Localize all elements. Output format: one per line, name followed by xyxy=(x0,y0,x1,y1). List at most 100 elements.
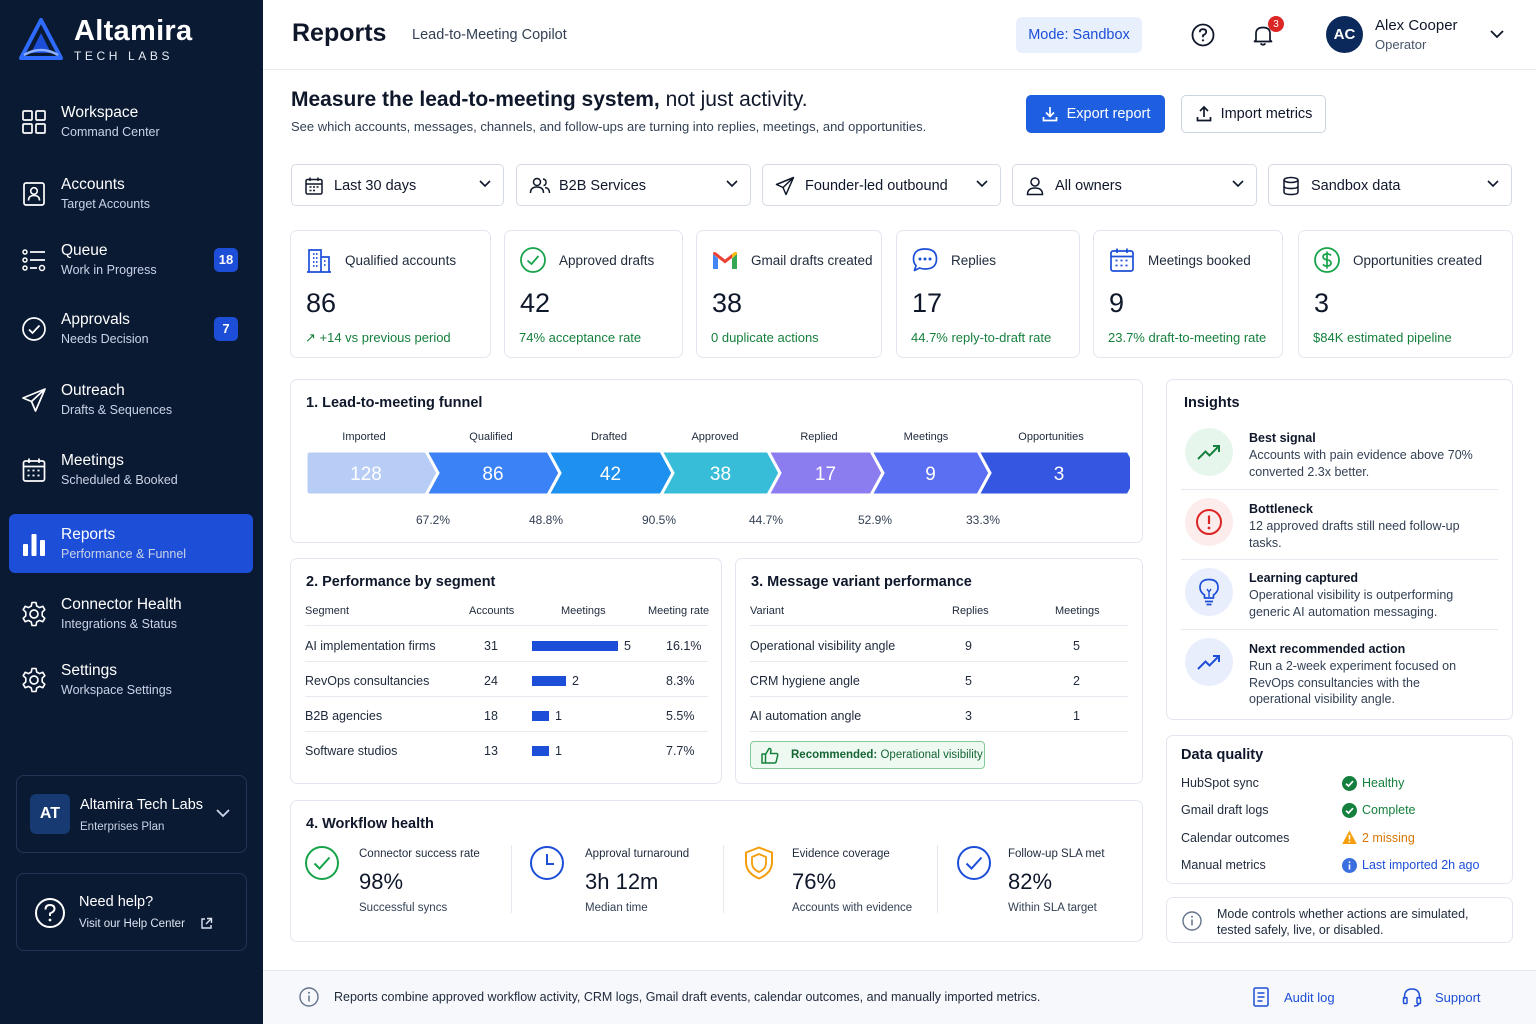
segment-name: B2B agencies xyxy=(305,709,383,723)
variant-replies: 9 xyxy=(965,639,972,653)
segment-panel: 2. Performance by segment xyxy=(290,558,722,784)
variant-name: CRM hygiene angle xyxy=(750,674,860,688)
dq-value: Healthy xyxy=(1362,776,1405,790)
filter-date-range[interactable]: Last 30 days xyxy=(291,164,504,206)
kpi-gmail-drafts[interactable]: Gmail drafts created 38 0 duplicate acti… xyxy=(696,230,882,358)
chevron-down-icon xyxy=(1487,180,1499,188)
page-title: Reports xyxy=(292,19,387,47)
sidebar-item-label: Approvals xyxy=(61,310,130,328)
chevron-down-icon[interactable] xyxy=(216,809,230,818)
help-title: Need help? xyxy=(79,894,154,910)
help-circle-icon xyxy=(35,898,65,928)
user-name: Alex Cooper xyxy=(1375,17,1458,34)
divider xyxy=(511,845,512,913)
chevron-down-icon xyxy=(479,180,491,188)
audit-log-link[interactable]: Audit log xyxy=(1284,990,1335,1005)
meetings-bar xyxy=(532,711,549,721)
hero-subtitle: See which accounts, messages, channels, … xyxy=(291,119,927,134)
chevron-down-icon[interactable] xyxy=(1490,30,1504,39)
help-card[interactable]: Need help? Visit our Help Center xyxy=(16,873,247,951)
brand-name: Altamira xyxy=(74,15,193,47)
import-metrics-button[interactable]: Import metrics xyxy=(1181,95,1326,133)
kpi-value: 3 xyxy=(1314,288,1330,318)
dq-value[interactable]: Last imported 2h ago xyxy=(1362,858,1480,872)
workflow-label: Approval turnaround xyxy=(585,848,690,860)
dq-value: 2 missing xyxy=(1362,831,1415,845)
sidebar-item-reports[interactable]: Reports Performance & Funnel xyxy=(9,514,253,573)
info-icon xyxy=(299,987,319,1007)
filter-segment[interactable]: B2B Services xyxy=(516,164,751,206)
sidebar-item-accounts[interactable]: Accounts Target Accounts xyxy=(9,164,253,223)
kpi-approved-drafts[interactable]: Approved drafts 42 74% acceptance rate xyxy=(504,230,683,358)
sidebar-item-label: Accounts xyxy=(61,175,125,193)
bell-icon[interactable] xyxy=(1251,23,1275,47)
insight-body: Operational visibility is outperforming … xyxy=(1249,588,1454,619)
funnel-stage-opportunities[interactable] xyxy=(975,451,1130,496)
funnel-stage-value: 38 xyxy=(710,464,731,485)
insight-title: Learning captured xyxy=(1249,571,1359,585)
check-circle-icon xyxy=(1342,776,1357,791)
sidebar-item-meetings[interactable]: Meetings Scheduled & Booked xyxy=(9,440,253,499)
insight-body: Accounts with pain evidence above 70% co… xyxy=(1249,448,1473,479)
filter-owner[interactable]: All owners xyxy=(1012,164,1257,206)
sidebar-item-settings[interactable]: Settings Workspace Settings xyxy=(9,650,253,709)
sidebar-item-approvals[interactable]: Approvals Needs Decision 7 xyxy=(9,299,253,358)
funnel-stage-imported[interactable] xyxy=(306,451,440,496)
avatar[interactable]: AC xyxy=(1326,16,1363,53)
segment-meetings: 5 xyxy=(624,639,631,653)
segment-meetings: 2 xyxy=(572,674,579,688)
mode-note-text: Mode controls whether actions are simula… xyxy=(1217,907,1469,937)
insight-title: Next recommended action xyxy=(1249,642,1406,656)
variant-name: Operational visibility angle xyxy=(750,639,896,653)
sidebar-item-sublabel: Workspace Settings xyxy=(61,682,172,697)
variant-name: AI automation angle xyxy=(750,709,862,723)
kpi-replies[interactable]: Replies 17 44.7% reply-to-draft rate xyxy=(896,230,1080,358)
funnel-stage-value: 17 xyxy=(815,464,836,485)
header-divider xyxy=(305,625,708,626)
mode-pill[interactable]: Mode: Sandbox xyxy=(1016,17,1142,53)
filter-data-source[interactable]: Sandbox data xyxy=(1268,164,1512,206)
sidebar-item-sublabel: Work in Progress xyxy=(61,262,157,277)
filter-channel[interactable]: Founder-led outbound xyxy=(762,164,1001,206)
headset-icon[interactable] xyxy=(1402,987,1422,1007)
document-icon[interactable] xyxy=(1252,987,1270,1007)
sidebar-item-connector-health[interactable]: Connector Health Integrations & Status xyxy=(9,584,253,643)
panel-title: 1. Lead-to-meeting funnel xyxy=(306,395,483,411)
sidebar-item-outreach[interactable]: Outreach Drafts & Sequences xyxy=(9,370,253,429)
help-icon[interactable] xyxy=(1191,23,1215,47)
variant-replies: 3 xyxy=(965,709,972,723)
variant-meetings: 1 xyxy=(1073,709,1080,723)
kpi-qualified-accounts[interactable]: Qualified accounts 86 ↗ +14 vs previous … xyxy=(290,230,491,358)
kpi-label: Opportunities created xyxy=(1353,253,1483,268)
chevron-down-icon xyxy=(976,180,988,188)
variant-replies: 5 xyxy=(965,674,972,688)
kpi-meetings-booked[interactable]: Meetings booked 9 23.7% draft-to-meeting… xyxy=(1093,230,1283,358)
funnel-stage-value: 128 xyxy=(350,464,382,485)
export-report-button[interactable]: Export report xyxy=(1026,95,1165,133)
sidebar-item-label: Meetings xyxy=(61,451,124,469)
panel-title: Data quality xyxy=(1181,747,1264,763)
external-link-icon[interactable] xyxy=(200,917,213,930)
sidebar-item-sublabel: Performance & Funnel xyxy=(61,546,187,561)
segment-accounts: 31 xyxy=(484,639,498,653)
gear-icon xyxy=(22,667,46,692)
lightbulb-icon xyxy=(1199,578,1219,606)
kpi-value: 9 xyxy=(1109,288,1125,318)
sidebar: Altamira TECH LABS Workspace Command Cent… xyxy=(0,0,263,1024)
kpi-opportunities[interactable]: Opportunities created 3 $84K estimated p… xyxy=(1298,230,1513,358)
upload-icon xyxy=(1196,105,1211,122)
divider xyxy=(937,845,938,913)
segment-meetings: 1 xyxy=(555,744,562,758)
sidebar-item-queue[interactable]: Queue Work in Progress 18 xyxy=(9,230,253,289)
help-center-link[interactable]: Visit our Help Center xyxy=(79,918,185,930)
brand-logo[interactable]: Altamira TECH LABS xyxy=(18,16,192,63)
support-link[interactable]: Support xyxy=(1435,990,1481,1005)
sidebar-item-workspace[interactable]: Workspace Command Center xyxy=(9,92,253,151)
org-switcher[interactable]: AT Altamira Tech Labs Enterprises Plan xyxy=(16,775,247,853)
kpi-label: Qualified accounts xyxy=(345,253,457,268)
kpi-value: 38 xyxy=(712,288,743,318)
check-circle-icon xyxy=(520,247,546,273)
dq-label: Calendar outcomes xyxy=(1181,831,1290,845)
calendar-icon xyxy=(22,458,46,482)
workflow-value: 76% xyxy=(792,869,837,894)
